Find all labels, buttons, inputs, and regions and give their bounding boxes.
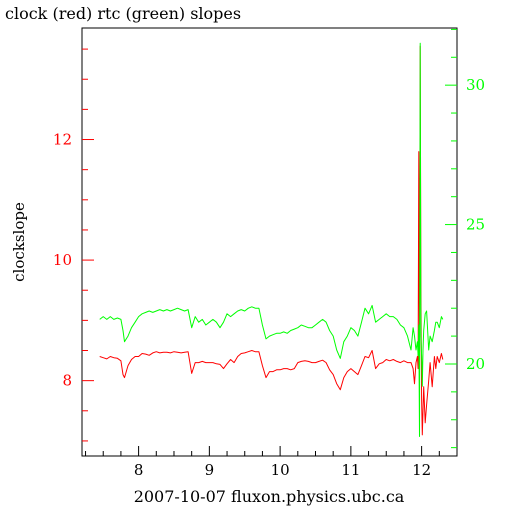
plot-frame bbox=[81, 27, 458, 457]
y-right-tick-label: 25 bbox=[466, 216, 485, 234]
series-line-rtc bbox=[99, 42, 444, 437]
x-axis: 8 9 10 11 12 bbox=[85, 446, 458, 479]
series-layer bbox=[99, 42, 444, 437]
x-tick-label: 9 bbox=[205, 461, 215, 479]
x-tick-label: 8 bbox=[134, 461, 144, 479]
x-tick-label: 10 bbox=[271, 461, 290, 479]
chart-title: clock (red) rtc (green) slopes bbox=[5, 4, 241, 23]
x-tick-label: 11 bbox=[341, 461, 360, 479]
y-right-tick-label: 20 bbox=[466, 355, 485, 373]
y-axis-left: 8 10 12 bbox=[53, 48, 94, 442]
y-left-tick-label: 10 bbox=[53, 251, 72, 269]
y-axis-label: clockslope bbox=[10, 202, 28, 282]
y-axis-right: 20 25 30 bbox=[445, 28, 485, 449]
y-left-tick-label: 12 bbox=[53, 131, 72, 149]
series-line-clock bbox=[99, 45, 444, 436]
x-tick-label: 12 bbox=[412, 461, 431, 479]
y-right-tick-label: 30 bbox=[466, 76, 485, 94]
x-axis-label: 2007-10-07 fluxon.physics.ubc.ca bbox=[134, 487, 405, 506]
y-left-tick-label: 8 bbox=[62, 372, 72, 390]
